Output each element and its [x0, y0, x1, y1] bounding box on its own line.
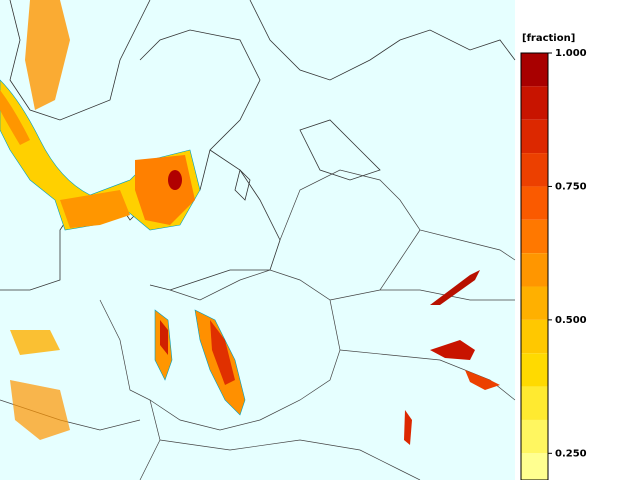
borders — [0, 169, 516, 480]
map-background — [0, 0, 515, 480]
legend-band — [521, 86, 548, 120]
legend-band — [521, 286, 548, 320]
legend-band — [521, 419, 548, 454]
legend-band — [521, 186, 548, 220]
coastlines — [0, 0, 516, 291]
legend-tick-label: 1.000 — [555, 48, 587, 59]
legend-band — [521, 153, 548, 187]
legend-band — [521, 219, 548, 254]
legend-tick-label: 0.750 — [555, 181, 587, 192]
legend-band — [521, 453, 548, 480]
legend-band — [521, 353, 548, 387]
legend-band — [521, 253, 548, 287]
legend-band — [521, 319, 548, 354]
legend-band — [521, 119, 548, 154]
field-patches — [0, 0, 500, 445]
legend-band — [521, 53, 548, 87]
legend-tick-label: 0.250 — [555, 448, 587, 459]
legend-tick-label: 0.500 — [555, 315, 587, 326]
legend-band — [521, 386, 548, 420]
legend-title: [fraction] — [522, 33, 575, 44]
color-legend: [fraction] 1.000 0.750 0.500 0.250 — [520, 33, 587, 480]
legend-frame — [520, 52, 549, 480]
